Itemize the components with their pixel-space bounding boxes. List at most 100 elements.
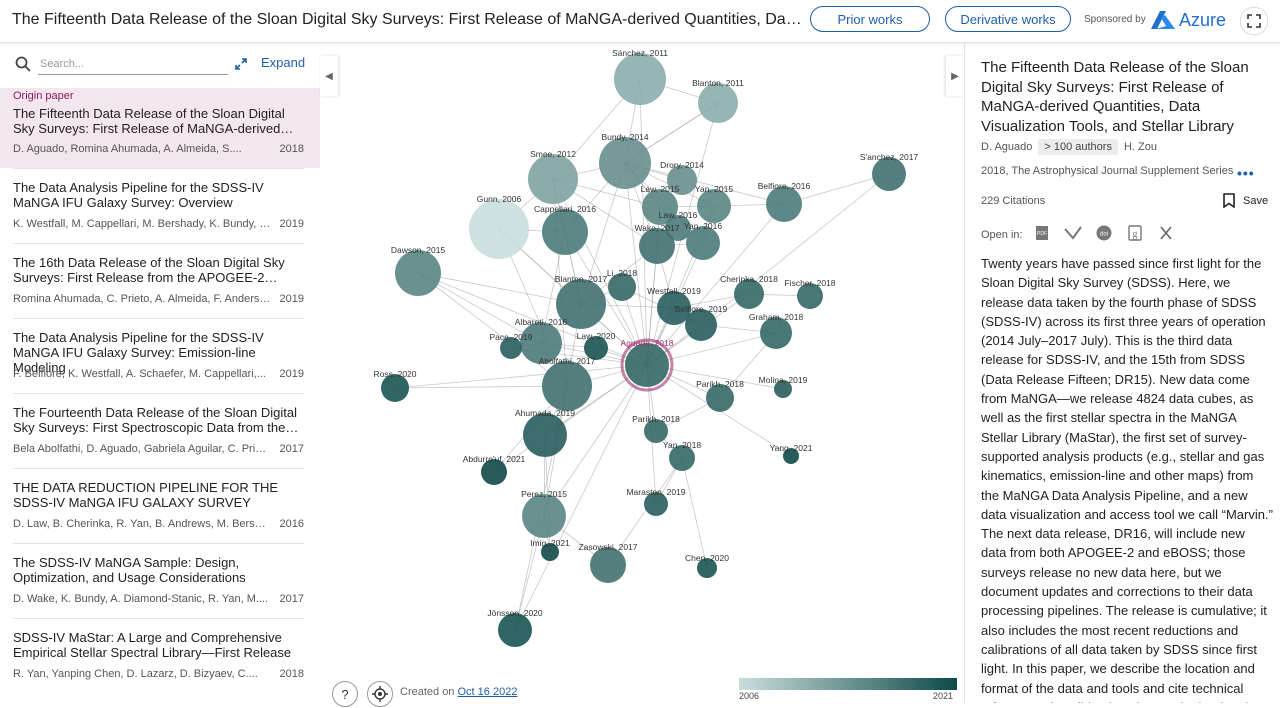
origin-node[interactable]: Aguado, 2018 bbox=[620, 338, 674, 392]
graph-node[interactable]: Belfiore, 2019 bbox=[675, 304, 728, 341]
search-input[interactable] bbox=[38, 54, 228, 75]
google-scholar-icon[interactable]: g bbox=[1126, 224, 1144, 242]
graph-node[interactable]: Yan, 2016 bbox=[684, 221, 722, 260]
expand-button[interactable]: Expand bbox=[261, 55, 306, 70]
graph-node[interactable]: Blanton, 2011 bbox=[692, 78, 744, 123]
graph-node[interactable]: Perez, 2015 bbox=[521, 489, 567, 538]
graph-node-label: Belfiore, 2016 bbox=[758, 181, 811, 191]
graph-edge bbox=[417, 272, 568, 387]
prior-works-button[interactable]: Prior works bbox=[810, 6, 930, 32]
graph-node[interactable]: Jönsson, 2020 bbox=[487, 608, 543, 647]
graph-node-label: Law, 2016 bbox=[659, 210, 698, 220]
graph-node[interactable]: Drory, 2014 bbox=[660, 160, 704, 195]
fullscreen-icon bbox=[1247, 14, 1261, 28]
graph-node[interactable]: Abdurro'uf, 2021 bbox=[463, 454, 526, 485]
graph-node[interactable]: Chen, 2020 bbox=[685, 553, 729, 578]
graph-node[interactable]: Li, 2018 bbox=[607, 268, 638, 301]
graph-node[interactable]: Bundy, 2014 bbox=[599, 132, 651, 189]
details-last-author[interactable]: H. Zou bbox=[1123, 141, 1157, 153]
graph-node[interactable]: Graham, 2018 bbox=[749, 312, 804, 349]
citation-graph[interactable]: Sánchez, 2011 Blanton, 2011 Smee, 2012 Bund… bbox=[320, 42, 964, 703]
graph-node[interactable]: Abolfathi, 2017 bbox=[539, 356, 596, 411]
graph-node[interactable]: Maraston, 2019 bbox=[626, 487, 686, 516]
graph-node[interactable]: Law, 2020 bbox=[577, 331, 616, 360]
graph-node-label: Pace, 2019 bbox=[489, 332, 532, 342]
graph-node-label: Cherinka, 2018 bbox=[720, 274, 778, 284]
graph-node[interactable]: Gunn, 2006 bbox=[469, 194, 529, 259]
graph-node[interactable]: Belfiore, 2016 bbox=[758, 181, 811, 222]
close-x-icon[interactable] bbox=[1157, 224, 1175, 242]
list-item[interactable]: The Data Analysis Pipeline for the SDSS-… bbox=[0, 318, 320, 393]
graph-node[interactable]: Dawson, 2015 bbox=[391, 245, 446, 296]
graph-node[interactable]: Yan, 2018 bbox=[663, 440, 701, 471]
graph-node[interactable]: Yang, 2021 bbox=[770, 443, 813, 464]
help-button[interactable]: ? bbox=[332, 681, 358, 707]
graph-node-label: Yan, 2016 bbox=[684, 221, 722, 231]
list-item[interactable]: THE DATA REDUCTION PIPELINE FOR THE SDSS… bbox=[0, 468, 320, 543]
details-first-author[interactable]: D. Aguado bbox=[981, 141, 1033, 153]
list-item[interactable]: The SDSS-IV MaNGA Sample: Design, Optimi… bbox=[0, 543, 320, 618]
graph-node[interactable]: Yan, 2015 bbox=[695, 184, 733, 223]
graph-node[interactable]: Cappellari, 2016 bbox=[534, 204, 596, 255]
list-item-title: The Data Analysis Pipeline for the SDSS-… bbox=[13, 330, 264, 375]
graph-node[interactable]: Westfall, 2019 bbox=[647, 286, 701, 325]
graph-node[interactable]: Wake, 2017 bbox=[634, 223, 680, 264]
pdf-icon[interactable]: PDF bbox=[1033, 224, 1051, 242]
fullscreen-button[interactable] bbox=[1240, 7, 1268, 35]
save-button[interactable]: Save bbox=[1223, 193, 1268, 208]
graph-panel[interactable]: Sánchez, 2011 Blanton, 2011 Smee, 2012 Bund… bbox=[320, 42, 964, 703]
authors-count-badge[interactable]: > 100 authors bbox=[1038, 139, 1118, 155]
list-item[interactable]: The Data Analysis Pipeline for the SDSS-… bbox=[0, 168, 320, 243]
azure-brand[interactable]: Azure bbox=[1179, 10, 1227, 30]
doi-icon[interactable]: doi bbox=[1095, 224, 1113, 242]
sponsored-by-label: Sponsored by bbox=[1084, 14, 1146, 25]
graph-node[interactable]: S'anchez, 2017 bbox=[860, 152, 919, 191]
graph-node[interactable]: Zasowski, 2017 bbox=[578, 542, 638, 583]
graph-node[interactable]: Cherinka, 2018 bbox=[720, 274, 778, 309]
graph-node[interactable]: Blanton, 2017 bbox=[555, 274, 608, 329]
list-item-title: The SDSS-IV MaNGA Sample: Design, Optimi… bbox=[13, 555, 246, 585]
origin-paper-item[interactable]: Origin paper The Fifteenth Data Release … bbox=[0, 88, 320, 168]
expand-icon[interactable] bbox=[234, 57, 248, 71]
graph-node-label: Law, 2020 bbox=[577, 331, 616, 341]
graph-node[interactable]: Pace, 2019 bbox=[489, 332, 533, 359]
created-on-prefix: Created on bbox=[400, 686, 455, 698]
list-item-authors: F. Belfiore, K. Westfall, A. Schaefer, M… bbox=[13, 368, 266, 380]
graph-node[interactable]: Molina, 2019 bbox=[759, 375, 808, 398]
origin-paper-authors: D. Aguado, Romina Ahumada, A. Almeida, S… bbox=[13, 143, 242, 155]
graph-node[interactable]: Fischer, 2018 bbox=[784, 278, 836, 309]
details-title[interactable]: The Fifteenth Data Release of the Sloan … bbox=[981, 59, 1249, 135]
created-on-date-link[interactable]: Oct 16 2022 bbox=[457, 686, 518, 698]
origin-paper-title: The Fifteenth Data Release of the Sloan … bbox=[13, 106, 294, 136]
graph-node[interactable]: Albareti, 2016 bbox=[515, 317, 568, 364]
list-item-authors: K. Westfall, M. Cappellari, M. Bershady,… bbox=[13, 218, 271, 230]
graph-node[interactable]: Parikh, 2018 bbox=[632, 414, 680, 443]
graph-node[interactable]: Ross, 2020 bbox=[374, 369, 417, 402]
list-item[interactable]: SDSS-IV MaStar: A Large and Comprehensiv… bbox=[0, 618, 320, 693]
collapse-left-button[interactable]: ◀ bbox=[320, 56, 338, 96]
origin-paper-tag: Origin paper bbox=[13, 90, 74, 102]
graph-node[interactable]: Law, 2015 bbox=[641, 184, 680, 225]
list-item[interactable]: The Fourteenth Data Release of the Sloan… bbox=[0, 393, 320, 468]
list-item-year: 2019 bbox=[279, 368, 304, 380]
collapse-right-button[interactable]: ▶ bbox=[946, 56, 964, 96]
chevron-right-icon: ▶ bbox=[951, 70, 959, 82]
graph-node[interactable]: Sánchez, 2011 bbox=[612, 48, 668, 105]
more-options-icon[interactable]: ••• bbox=[1237, 165, 1255, 181]
graph-node[interactable]: Smee, 2012 bbox=[528, 149, 578, 204]
recenter-button[interactable] bbox=[367, 681, 393, 707]
graph-node[interactable]: Ahumada, 2019 bbox=[515, 408, 575, 457]
graph-edge bbox=[783, 173, 890, 205]
list-divider bbox=[13, 243, 304, 244]
question-icon: ? bbox=[341, 686, 349, 702]
azure-logo-icon[interactable] bbox=[1148, 9, 1178, 31]
graph-node[interactable]: Law, 2016 bbox=[659, 210, 698, 241]
graph-node-label: Abolfathi, 2017 bbox=[539, 356, 596, 366]
graph-node[interactable]: Imig, 2021 bbox=[530, 538, 570, 561]
semantic-scholar-icon[interactable] bbox=[1064, 224, 1082, 242]
derivative-works-button[interactable]: Derivative works bbox=[945, 6, 1071, 32]
list-item[interactable]: The 16th Data Release of the Sloan Digit… bbox=[0, 243, 320, 318]
graph-node-label: Fischer, 2018 bbox=[784, 278, 835, 288]
graph-node[interactable]: Parikh, 2018 bbox=[696, 379, 744, 412]
legend-max-year: 2021 bbox=[933, 691, 954, 701]
